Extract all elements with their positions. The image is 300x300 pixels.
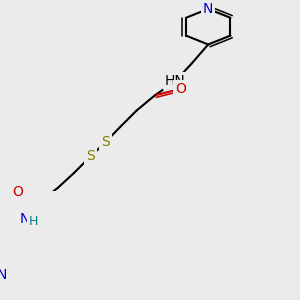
Text: HN: HN <box>165 74 185 88</box>
Text: N: N <box>20 212 30 226</box>
Text: O: O <box>175 82 186 96</box>
Text: H: H <box>29 214 38 228</box>
Text: S: S <box>101 135 110 149</box>
Text: N: N <box>203 2 213 16</box>
Text: O: O <box>12 185 23 200</box>
Text: N: N <box>0 268 7 282</box>
Text: S: S <box>86 149 95 163</box>
